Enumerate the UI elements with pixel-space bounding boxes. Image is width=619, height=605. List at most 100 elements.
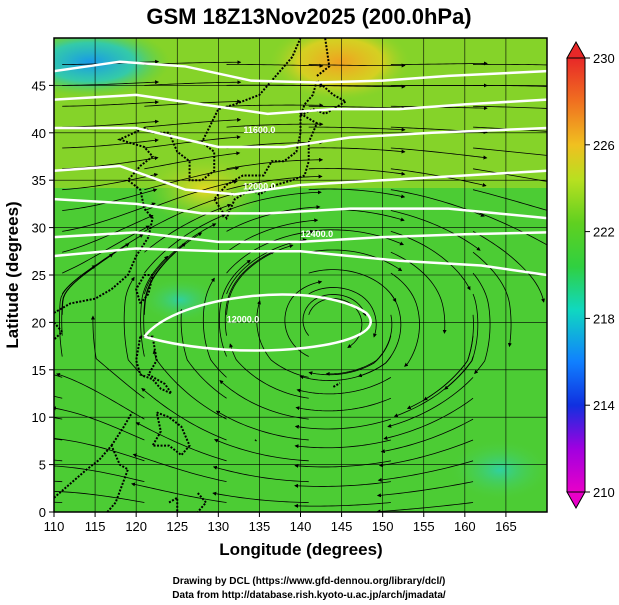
coastline <box>54 38 302 314</box>
streamline <box>140 255 169 357</box>
streamline <box>56 372 145 420</box>
streamline <box>296 377 392 395</box>
chart-title: GSM 18Z13Nov2025 (200.0hPa) <box>146 4 471 29</box>
streamline <box>380 418 474 454</box>
streamline <box>472 272 491 375</box>
x-tick-label: 165 <box>495 519 517 534</box>
coastlines <box>54 38 348 512</box>
plot-area: 12000.0 12400.0 12000.0 11600.0 <box>54 38 547 512</box>
streamline <box>226 229 315 274</box>
streamline <box>62 138 159 149</box>
coastline <box>54 443 130 512</box>
colorbar-ticks: 210 214 218 222 226 230 <box>585 51 615 500</box>
y-tick-label: 15 <box>32 363 46 378</box>
x-tick-label: 120 <box>125 519 147 534</box>
height-contour-line <box>54 93 547 116</box>
colorbar-tick-label: 230 <box>593 51 615 66</box>
y-tick-label: 5 <box>39 458 46 473</box>
streamline <box>325 314 393 376</box>
y-tick-label: 40 <box>32 126 46 141</box>
coastline <box>316 38 331 77</box>
height-contour-line <box>54 231 547 244</box>
streamline <box>61 234 144 295</box>
streamline <box>54 395 63 399</box>
streamline <box>135 422 227 462</box>
colorbar-tick-label: 214 <box>593 398 615 413</box>
x-tick-label: 150 <box>372 519 394 534</box>
height-contour-line <box>54 164 547 196</box>
streamline <box>62 100 160 107</box>
x-tick-label: 110 <box>44 519 65 534</box>
streamline <box>472 251 512 348</box>
streamline <box>218 259 251 357</box>
colorbar-tick-label: 210 <box>593 485 615 500</box>
coastline <box>168 496 179 512</box>
streamline <box>473 63 547 66</box>
streamline <box>390 147 488 160</box>
colorbar-bottom-triangle <box>566 491 586 510</box>
streamline <box>202 277 227 378</box>
streamline <box>294 502 391 508</box>
streamline <box>390 251 447 334</box>
streamline <box>472 231 545 303</box>
coastline <box>197 492 208 512</box>
streamline <box>226 83 324 88</box>
streamline <box>144 117 242 128</box>
coastline <box>54 321 64 341</box>
streamline <box>308 147 406 154</box>
x-axis-label: Longitude (degrees) <box>219 540 382 559</box>
streamline <box>229 343 309 399</box>
x-tick-label: 125 <box>166 519 188 534</box>
colorbar-tick-label: 222 <box>593 225 615 240</box>
streamline <box>62 80 160 86</box>
colorbar-top-triangle <box>566 40 586 59</box>
streamline <box>308 287 377 338</box>
streamline <box>123 276 145 378</box>
streamline <box>62 214 154 253</box>
height-contour-line <box>54 126 547 149</box>
streamline <box>377 460 474 482</box>
streamline <box>226 174 323 191</box>
x-axis: 110 115 120 125 130 135 140 145 150 155 160 165 <box>44 512 517 534</box>
contour-label: 12000.0 <box>243 182 276 192</box>
streamline <box>294 460 391 468</box>
contour-label: 12000.0 <box>227 314 260 324</box>
streamline <box>390 272 420 367</box>
streamline <box>152 349 227 420</box>
streamline <box>54 438 63 441</box>
x-tick-label: 140 <box>290 519 312 534</box>
streamline <box>54 490 145 503</box>
streamline <box>308 188 406 199</box>
contour-label: 12400.0 <box>301 229 334 239</box>
credit-line-2: Data from http://database.rish.kyoto-u.a… <box>172 590 446 601</box>
streamline <box>132 453 227 483</box>
streamline <box>62 119 160 128</box>
streamline <box>215 410 309 441</box>
streamline <box>131 482 227 503</box>
contour-label: 11600.0 <box>243 125 275 135</box>
streamline <box>54 438 145 462</box>
height-contours: 12000.0 12400.0 12000.0 11600.0 <box>54 60 547 352</box>
streamline <box>219 380 309 420</box>
streamline <box>226 157 324 170</box>
streamline <box>226 190 322 211</box>
y-axis-label: Latitude (degrees) <box>3 201 22 348</box>
streamline <box>144 180 238 211</box>
streamline <box>302 294 367 336</box>
streamline <box>212 465 309 483</box>
streamline <box>378 439 474 468</box>
streamline <box>213 438 309 462</box>
height-contour-line <box>54 60 547 84</box>
streamline <box>357 293 402 378</box>
streamline <box>308 168 406 176</box>
coastline <box>213 112 319 221</box>
colorbar-tick-label: 226 <box>593 138 615 153</box>
streamline <box>308 269 397 303</box>
coastline <box>332 382 341 388</box>
warm-region <box>270 38 410 100</box>
streamline <box>376 502 474 512</box>
streamline <box>390 210 481 251</box>
streamline <box>473 147 547 156</box>
streamline <box>308 249 403 272</box>
streamline <box>62 202 156 232</box>
